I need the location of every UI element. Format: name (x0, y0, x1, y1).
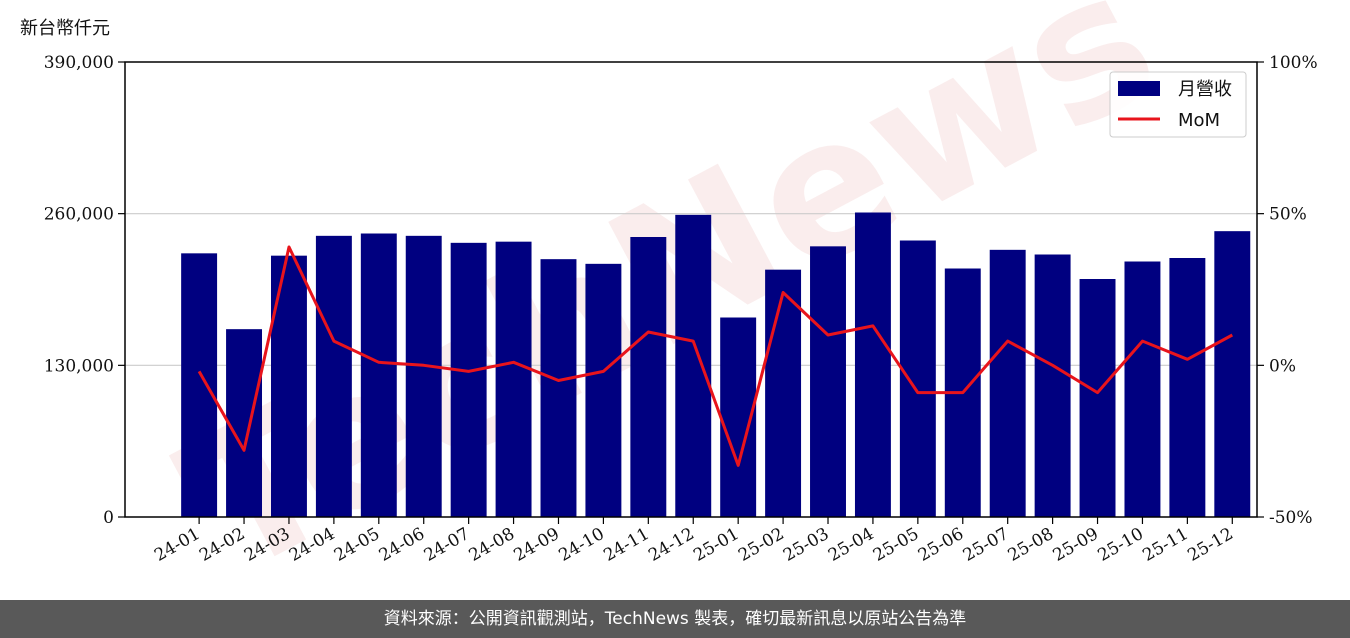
bar-25-08 (1034, 254, 1071, 517)
y-left-tick-label: 130,000 (44, 356, 114, 376)
source-footer: 資料來源：公開資訊觀測站，TechNews 製表，確切最新訊息以原站公告為準 (0, 600, 1350, 638)
bar-25-04 (854, 212, 891, 517)
bar-24-12 (675, 214, 712, 518)
bar-25-12 (1214, 231, 1251, 517)
x-tick-label-25-03: 25-03 (780, 524, 832, 566)
y-left-tick-label: 390,000 (44, 53, 114, 73)
y-right-tick-label: -50% (1269, 508, 1313, 528)
plot-frame (124, 61, 1258, 518)
legend-label-line: MoM (1178, 110, 1220, 131)
bar-25-07 (989, 249, 1026, 518)
y-right-tick-label: 100% (1269, 53, 1318, 73)
bar-24-07 (450, 242, 487, 518)
y-left-tick-label: 260,000 (44, 205, 114, 225)
bar-25-02 (765, 269, 802, 517)
legend-label-bar: 月營收 (1178, 79, 1232, 100)
x-tick-label-25-08: 25-08 (1005, 524, 1057, 566)
bar-series (181, 212, 1251, 518)
bar-25-11 (1169, 258, 1206, 517)
x-tick-label-24-08: 24-08 (466, 524, 518, 566)
bar-25-05 (899, 240, 936, 517)
x-tick-label-25-05: 25-05 (870, 524, 922, 566)
x-tick-label-25-09: 25-09 (1050, 524, 1102, 566)
x-tick-label-24-07: 24-07 (421, 524, 473, 566)
bar-24-11 (630, 237, 667, 517)
y-left-tick-label: 0 (103, 508, 114, 528)
legend: 月營收 MoM (1109, 71, 1247, 138)
y-axis-unit-label: 新台幣仟元 (20, 18, 110, 39)
y-right-tick-label: 50% (1269, 205, 1307, 225)
x-tick-label-24-12: 24-12 (645, 524, 697, 566)
bar-24-09 (540, 259, 577, 517)
bar-24-03 (270, 255, 307, 517)
bar-24-05 (360, 233, 397, 517)
bar-24-08 (495, 241, 532, 517)
x-tick-label-25-11: 25-11 (1139, 524, 1191, 566)
x-tick-label-25-07: 25-07 (960, 524, 1012, 566)
x-tick-label-25-06: 25-06 (915, 524, 967, 566)
x-tick-label-25-04: 25-04 (825, 524, 877, 566)
bar-24-06 (405, 235, 442, 518)
x-tick-label-25-10: 25-10 (1095, 524, 1147, 566)
bar-24-01 (181, 253, 218, 518)
bar-24-10 (585, 263, 622, 517)
x-tick-label-25-01: 25-01 (690, 524, 742, 566)
mom-line-series (197, 245, 1234, 467)
bar-25-03 (810, 246, 846, 518)
x-tick-label-24-01: 24-01 (151, 524, 203, 566)
legend-swatch-bar (1118, 81, 1160, 96)
x-tick-label-24-11: 24-11 (600, 524, 652, 566)
x-tick-label-25-02: 25-02 (735, 524, 787, 566)
revenue-chart: TechNews 0130,000260,000390,000-50%0%50%… (44, 0, 1318, 600)
x-tick-label-24-09: 24-09 (511, 524, 563, 566)
x-tick-label-24-10: 24-10 (555, 524, 607, 566)
bar-25-10 (1124, 261, 1161, 517)
mom-line (197, 245, 1234, 467)
bar-24-02 (226, 329, 263, 517)
y-right-tick-label: 0% (1269, 356, 1296, 376)
bar-24-04 (315, 235, 352, 518)
bar-25-09 (1079, 279, 1116, 517)
x-tick-label-25-12: 25-12 (1184, 524, 1236, 566)
